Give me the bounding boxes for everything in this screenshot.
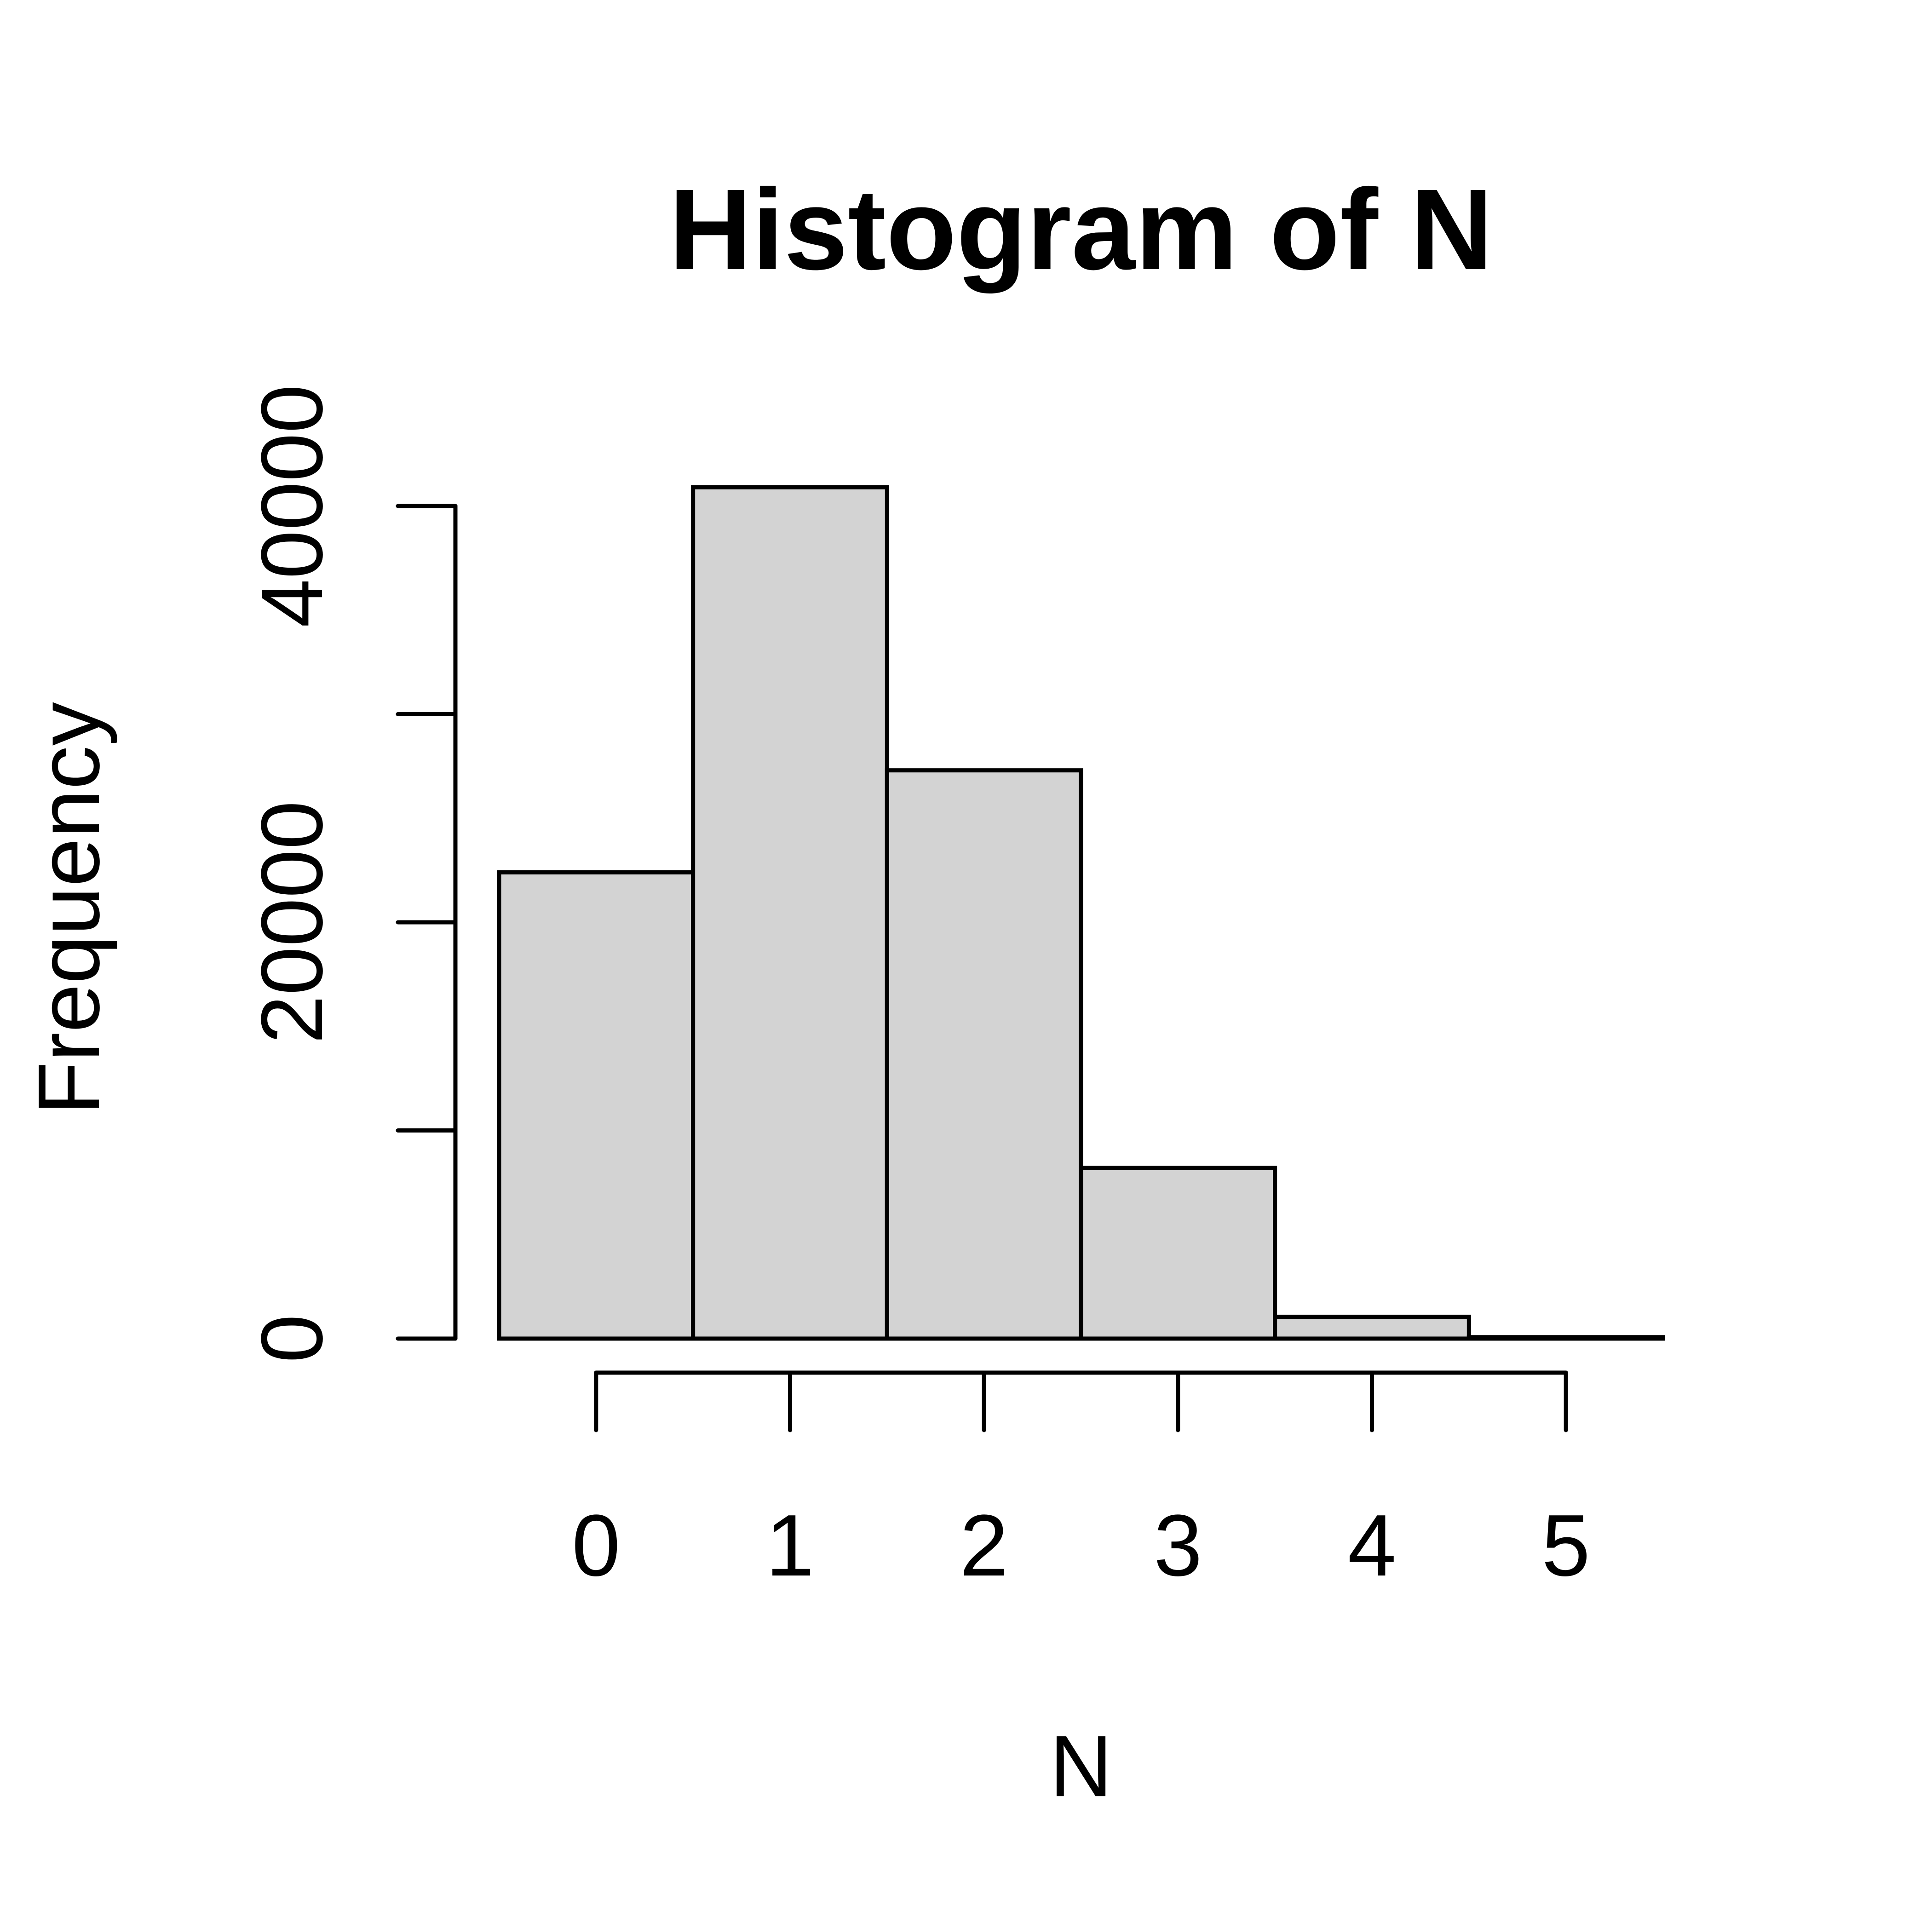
- histogram-bar: [1273, 1314, 1471, 1341]
- x-axis-label: N: [1049, 1718, 1112, 1815]
- chart-title: Histogram of N: [669, 165, 1493, 293]
- x-tick-label: 2: [960, 1497, 1008, 1594]
- histogram-bar: [885, 768, 1083, 1341]
- x-tick-label: 3: [1154, 1497, 1202, 1594]
- bars-layer: [497, 485, 1665, 1341]
- x-tick-label: 5: [1541, 1497, 1590, 1594]
- histogram-bar: [497, 870, 696, 1341]
- y-axis: 0 20000 40000: [243, 385, 458, 1363]
- histogram-bar: [691, 485, 889, 1341]
- x-axis: 0 1 2 3 4 5: [572, 1370, 1590, 1594]
- y-axis-label: Frequency: [20, 702, 118, 1115]
- x-tick-label: 0: [572, 1497, 621, 1594]
- histogram-bar: [1079, 1166, 1277, 1341]
- y-tick-label: 20000: [243, 801, 341, 1044]
- y-tick-label: 0: [243, 1314, 341, 1363]
- y-tick-label: 40000: [243, 385, 341, 627]
- histogram-bar: [1466, 1335, 1665, 1341]
- x-tick-label: 1: [766, 1497, 815, 1594]
- x-tick-label: 4: [1348, 1497, 1397, 1594]
